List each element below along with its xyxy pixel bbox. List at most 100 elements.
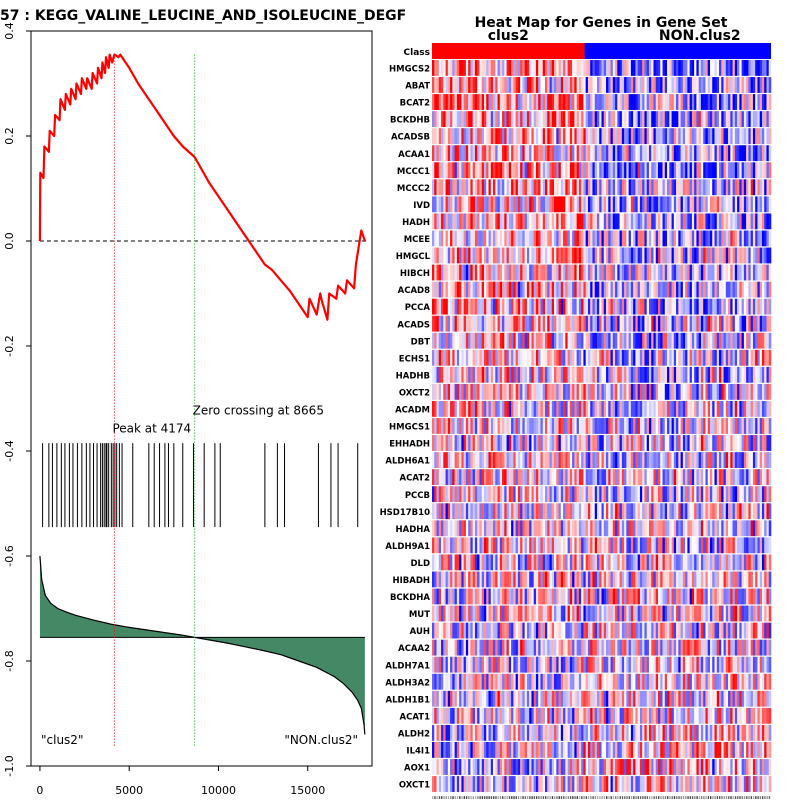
heatmap-cell (456, 503, 460, 520)
heatmap-cell (639, 111, 643, 127)
heatmap-cell (572, 315, 575, 332)
heatmap-cell (691, 213, 695, 230)
heatmap-cell (741, 383, 745, 400)
heatmap-cell (671, 145, 675, 162)
heatmap-cell (508, 60, 512, 76)
heatmap-cell (524, 60, 528, 76)
heatmap-cell (764, 179, 767, 196)
heatmap-cell (743, 162, 747, 179)
heatmap-cell (486, 605, 489, 622)
heatmap-cell (606, 571, 609, 588)
heatmap-cell (493, 401, 496, 417)
heatmap-cell (508, 349, 512, 366)
heatmap-cell (438, 281, 442, 298)
heatmap-cell (599, 571, 602, 588)
heatmap-cell (554, 179, 557, 196)
heatmap-cell (517, 332, 521, 349)
heatmap-cell (497, 111, 501, 127)
heatmap-cell (655, 315, 659, 332)
heatmap-cell (608, 503, 611, 520)
heatmap-cell (563, 469, 566, 486)
heatmap-cell (725, 162, 729, 179)
heatmap-cell (502, 554, 505, 571)
heatmap-cell (459, 162, 462, 179)
heatmap-cell (508, 145, 512, 162)
heatmap-cell (529, 213, 532, 230)
heatmap-cell (626, 383, 629, 400)
heatmap-cell (545, 605, 548, 622)
heatmap-cell (547, 196, 550, 213)
heatmap-cell (680, 418, 684, 434)
heatmap-cell (658, 230, 661, 247)
heatmap-cell (459, 77, 462, 93)
heatmap-cell (728, 486, 731, 503)
heatmap-cell (739, 401, 742, 417)
heatmap-cell (506, 315, 510, 332)
heatmap-cell (732, 469, 736, 486)
heatmap-cell (606, 281, 609, 298)
heatmap-cell (707, 401, 711, 417)
heatmap-cell (748, 418, 751, 434)
heatmap-cell (538, 571, 541, 588)
heatmap-cell (746, 128, 749, 145)
heatmap-cell (445, 486, 449, 503)
heatmap-cell (606, 588, 609, 605)
heatmap-cell (705, 264, 709, 281)
heatmap-cell (608, 520, 611, 537)
heatmap-cell (725, 383, 729, 400)
heatmap-cell (705, 315, 709, 332)
heatmap-cell (578, 230, 582, 247)
heatmap-cell (637, 383, 641, 400)
heatmap-cell (578, 213, 582, 230)
heatmap-cell (716, 435, 720, 451)
heatmap-cell (603, 383, 607, 400)
heatmap-cell (493, 383, 496, 400)
heatmap-cell (759, 503, 763, 520)
heatmap-cell (434, 264, 437, 281)
heatmap-cell (624, 554, 627, 571)
heatmap-cell (572, 605, 575, 622)
heatmap-cell (545, 503, 548, 520)
heatmap-cell (689, 435, 693, 451)
heatmap-cell (502, 605, 505, 622)
heatmap-cell (538, 605, 541, 622)
heatmap-cell (642, 111, 645, 127)
heatmap-cell (642, 162, 645, 179)
heatmap-cell (447, 298, 451, 315)
heatmap-cell (664, 588, 668, 605)
heatmap-cell (513, 571, 516, 588)
heatmap-cell (524, 571, 528, 588)
heatmap-cell (477, 264, 480, 281)
heatmap-cell (506, 349, 510, 366)
heatmap-cell (474, 349, 478, 366)
heatmap-cell (488, 111, 492, 127)
heatmap-cell (608, 247, 611, 264)
heatmap-cell (540, 520, 544, 537)
heatmap-cell (739, 298, 742, 315)
heatmap-cell (687, 315, 690, 332)
heatmap-cell (617, 332, 620, 349)
heatmap-cell (687, 213, 690, 230)
heatmap-cell (757, 179, 760, 196)
heatmap-cell (574, 281, 577, 298)
heatmap-cell (655, 503, 659, 520)
heatmap-cell (678, 128, 681, 145)
heatmap-cell (596, 179, 600, 196)
heatmap-cell (434, 520, 437, 537)
heatmap-cell (504, 60, 507, 76)
heatmap-cell (549, 349, 553, 366)
heatmap-cell (472, 366, 476, 383)
heatmap-cell (465, 264, 469, 281)
heatmap-cell (583, 486, 586, 503)
heatmap-cell (488, 349, 492, 366)
heatmap-cell (583, 537, 586, 554)
heatmap-cell (443, 60, 446, 76)
heatmap-cell (508, 196, 512, 213)
heatmap-cell (465, 605, 469, 622)
heatmap-cell (755, 349, 758, 366)
heatmap-cell (538, 383, 541, 400)
heatmap-cell (454, 281, 458, 298)
heatmap-cell (608, 418, 611, 434)
heatmap-cell (768, 213, 772, 230)
heatmap-cell (463, 605, 467, 622)
